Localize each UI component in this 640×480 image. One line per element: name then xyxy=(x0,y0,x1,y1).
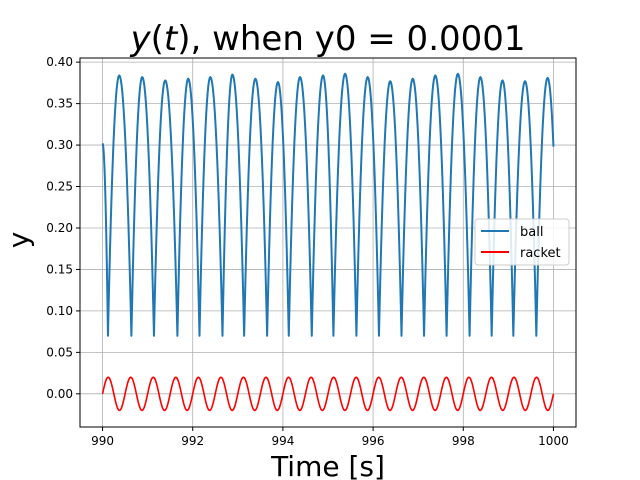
title-open-paren: ( xyxy=(151,19,164,59)
title-variable: y xyxy=(129,19,151,59)
y-tick-label: 0.05 xyxy=(46,345,73,359)
x-tick-label: 992 xyxy=(181,434,204,448)
plot-frame xyxy=(79,57,577,428)
chart-title: y(t), when y0 = 0.0001 xyxy=(129,19,525,59)
y-tick-label: 0.15 xyxy=(46,262,73,276)
legend-label-racket: racket xyxy=(520,246,561,261)
x-tick-label: 994 xyxy=(271,434,294,448)
x-tick-label: 990 xyxy=(91,434,114,448)
y-tick-label: 0.20 xyxy=(46,221,73,235)
y-tick-label: 0.10 xyxy=(46,304,73,318)
y-tick-label: 0.00 xyxy=(46,387,73,401)
title-close-paren: ) xyxy=(177,19,190,59)
title-condition: , when y0 = 0.0001 xyxy=(190,19,525,59)
series-line-ball xyxy=(101,72,555,337)
plot-series xyxy=(101,72,555,412)
title-argument: t xyxy=(164,19,179,59)
legend: ball racket xyxy=(474,218,570,266)
y-tick-label: 0.40 xyxy=(46,55,73,69)
x-tick-label: 998 xyxy=(452,434,475,448)
y-tick-label: 0.25 xyxy=(46,180,73,194)
series-line-racket xyxy=(101,376,555,412)
axis-ticks: 990 992 994 996 998 1000 0.00 0.05 0.10 0.15 0.20 0… xyxy=(46,55,568,448)
y-tick-label: 0.35 xyxy=(46,97,73,111)
x-tick-label: 996 xyxy=(362,434,385,448)
legend-label-ball: ball xyxy=(520,225,543,240)
y-tick-label: 0.30 xyxy=(46,138,73,152)
x-tick-label: 1000 xyxy=(538,434,569,448)
y-axis-title: y xyxy=(2,232,35,249)
x-axis-title: Time [s] xyxy=(270,450,385,480)
